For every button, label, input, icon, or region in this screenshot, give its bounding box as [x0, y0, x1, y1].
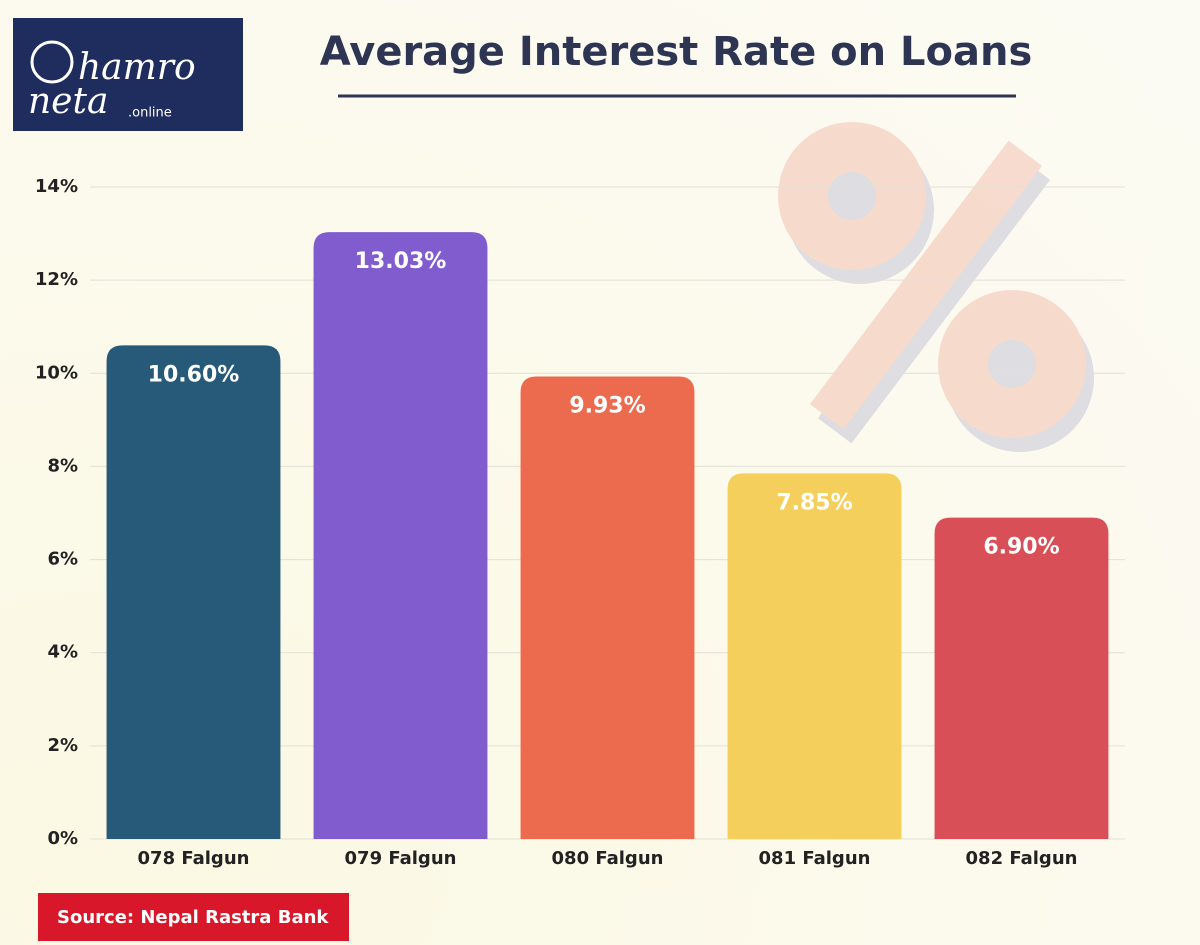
x-tick-label: 080 Falgun: [552, 848, 664, 869]
bar: [313, 232, 488, 839]
y-tick-label: 6%: [47, 549, 78, 570]
y-tick-label: 0%: [47, 828, 78, 849]
x-tick-label: 079 Falgun: [345, 848, 457, 869]
y-tick-label: 12%: [35, 269, 78, 290]
value-label: 13.03%: [355, 249, 447, 274]
x-tick-label: 078 Falgun: [138, 848, 250, 869]
x-tick-label: 082 Falgun: [966, 848, 1078, 869]
y-tick-label: 10%: [35, 362, 78, 383]
percent-decoration: [778, 122, 1094, 452]
logo-box: [13, 18, 243, 131]
y-tick-label: 2%: [47, 735, 78, 756]
value-label: 9.93%: [569, 394, 645, 419]
bar: [727, 473, 902, 839]
source-box: [38, 893, 349, 941]
bar: [520, 376, 695, 839]
y-tick-label: 14%: [35, 176, 78, 197]
value-label: 6.90%: [983, 535, 1059, 560]
logo-suffix: .online: [128, 106, 172, 121]
value-label: 7.85%: [776, 490, 852, 515]
logo-globe: [30, 40, 74, 84]
x-tick-label: 081 Falgun: [759, 848, 871, 869]
chart-title: Average Interest Rate on Loans: [320, 29, 1033, 75]
value-label: 10.60%: [148, 362, 240, 387]
logo-text: neta: [28, 81, 108, 122]
bar: [106, 345, 281, 839]
y-tick-label: 4%: [47, 642, 78, 663]
logo-text: hamro: [78, 47, 196, 88]
source: Source: Nepal Rastra Bank: [57, 907, 329, 928]
logo: hamro neta .online: [13, 18, 243, 131]
y-tick-label: 8%: [47, 455, 78, 476]
bar: [934, 517, 1109, 839]
